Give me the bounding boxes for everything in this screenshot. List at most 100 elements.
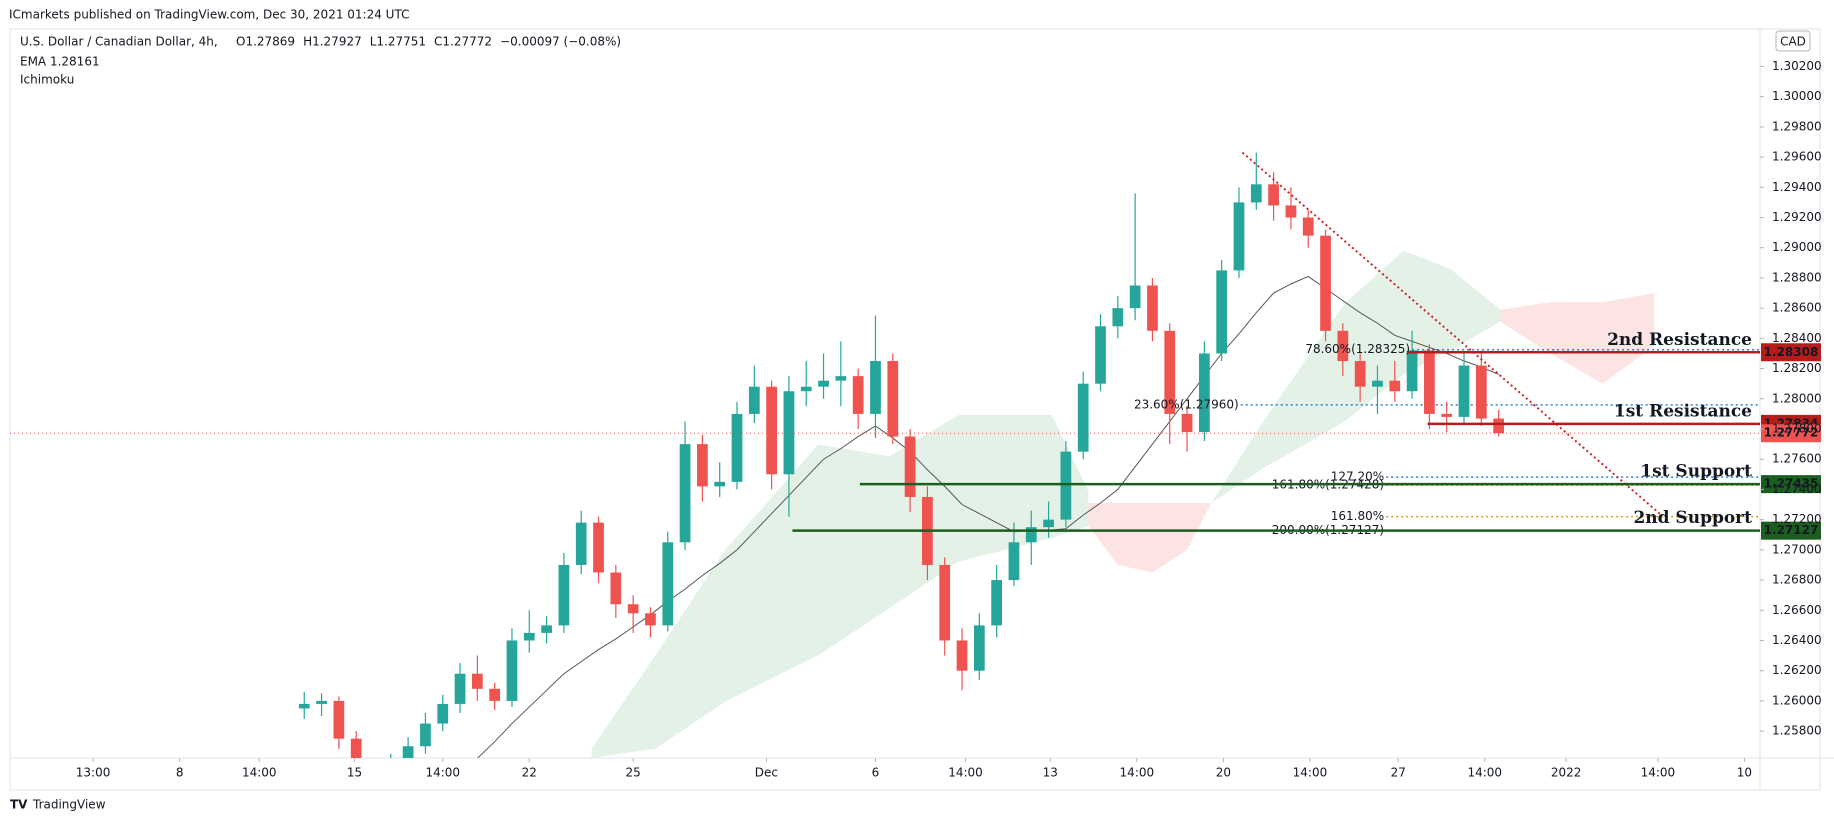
candle-body	[1285, 205, 1297, 218]
candle-body	[333, 700, 345, 739]
candle-body	[939, 564, 951, 641]
header: ICmarkets published on TradingView.com, …	[9, 8, 409, 22]
y-tick-label: 1.26800	[1772, 573, 1822, 587]
candle-body	[697, 444, 708, 487]
candles	[298, 152, 1504, 758]
candle-body	[870, 361, 881, 414]
ohlc-value: O1.27869	[236, 35, 295, 49]
candle-body	[610, 572, 622, 605]
candle-body	[973, 625, 985, 671]
y-tick-label: 1.26600	[1772, 603, 1822, 617]
candle-body	[714, 481, 726, 487]
frame	[9, 28, 1821, 791]
x-tick-label: 14:00	[1641, 766, 1676, 780]
price-tag-label: 1.27772	[1764, 426, 1819, 440]
x-tick-label: 6	[872, 766, 880, 780]
y-tick-label: 1.30000	[1772, 89, 1822, 103]
y-tick-label: 1.29200	[1772, 210, 1822, 224]
candle-body	[956, 640, 968, 671]
y-tick-label: 1.29600	[1772, 150, 1822, 164]
x-tick-label: 15	[347, 766, 362, 780]
x-tick-label: 14:00	[1120, 766, 1155, 780]
candle-body	[645, 613, 656, 626]
currency-badge[interactable]	[1775, 30, 1811, 52]
candle-body	[627, 604, 639, 614]
level-label: 2nd Support	[1633, 508, 1752, 528]
x-tick-label: 8	[176, 766, 184, 780]
fib-label: 161.80%	[1331, 509, 1384, 523]
price-tag	[1761, 424, 1821, 443]
candle-body	[662, 542, 674, 626]
x-tick-label: 27	[1391, 766, 1406, 780]
candle-body	[1493, 418, 1504, 434]
x-tick-label: 14:00	[425, 766, 460, 780]
candle-body	[1129, 285, 1141, 309]
candle-body	[1406, 350, 1418, 392]
y-tick-label: 1.26200	[1772, 663, 1822, 677]
y-tick-label: 1.29800	[1772, 119, 1822, 133]
price-tag-label: 1.27435	[1764, 477, 1819, 491]
x-tick-label: 14:00	[1293, 766, 1328, 780]
x-tick-label: 20	[1216, 766, 1231, 780]
candle-body	[1198, 353, 1210, 433]
y-tick-label: 1.27800	[1772, 421, 1822, 435]
y-tick-label: 1.28600	[1772, 301, 1822, 315]
y-tick-label: 1.26000	[1772, 693, 1822, 707]
candle-body	[731, 413, 743, 482]
candle-body	[1216, 270, 1228, 354]
brand: TradingView	[32, 798, 106, 812]
candle-body	[350, 738, 362, 758]
fib-label: 78.60%(1.28325)	[1305, 342, 1410, 356]
candle-body	[887, 361, 899, 437]
candle-body	[1424, 350, 1435, 414]
candle-body	[316, 700, 327, 704]
y-tick-label: 1.29400	[1772, 180, 1822, 194]
currency[interactable]: CAD	[1780, 35, 1806, 49]
candle-body	[1250, 184, 1262, 203]
candle-body	[1320, 235, 1331, 331]
candle-body	[541, 625, 552, 633]
ichimoku-cloud	[591, 415, 1089, 758]
candle-body	[766, 386, 777, 475]
x-tick-label: 13:00	[76, 766, 111, 780]
trendline	[1241, 151, 1662, 516]
ohlc-value: H1.27927	[303, 35, 362, 49]
ohlc-value: L1.27751	[370, 35, 426, 49]
fib-label: 127.20%	[1331, 470, 1384, 484]
y-tick-label: 1.27200	[1772, 512, 1822, 526]
candle-body	[1268, 184, 1279, 206]
candle-body	[818, 380, 829, 387]
x-tick-label: 2022	[1551, 766, 1582, 780]
y-tick-label: 1.28400	[1772, 331, 1822, 345]
candle-body	[1043, 519, 1054, 528]
candle-body	[454, 673, 466, 704]
ohlc-value: −0.00097 (−0.08%)	[500, 35, 621, 49]
candle-body	[575, 522, 587, 565]
candle-body	[437, 703, 449, 724]
x-tick-label: 14:00	[1467, 766, 1502, 780]
candle-body	[298, 703, 310, 709]
x-tick-label: Dec	[755, 766, 778, 780]
candle-body	[1025, 527, 1037, 543]
candle-body	[593, 522, 604, 573]
x-tick-label: 14:00	[948, 766, 983, 780]
y-tick-label: 1.27000	[1772, 542, 1822, 556]
candle-body	[1008, 542, 1020, 581]
candle-body	[835, 376, 847, 381]
candle-body	[471, 673, 483, 689]
x-tick-label: 13	[1043, 766, 1058, 780]
logo: TV	[10, 798, 28, 812]
x-tick-label: 22	[522, 766, 537, 780]
candle-body	[1181, 413, 1193, 433]
candle-body	[1233, 202, 1245, 271]
indicator: Ichimoku	[20, 73, 74, 87]
price-tag	[1761, 475, 1821, 494]
candle-body	[1095, 326, 1106, 384]
y-tick-label: 1.28200	[1772, 361, 1822, 375]
x-tick-label: 25	[626, 766, 641, 780]
candle-body	[852, 376, 864, 414]
candle-body	[748, 386, 760, 414]
symbol: U.S. Dollar / Canadian Dollar, 4h,	[20, 35, 218, 49]
ohlc-value: C1.27772	[434, 35, 492, 49]
